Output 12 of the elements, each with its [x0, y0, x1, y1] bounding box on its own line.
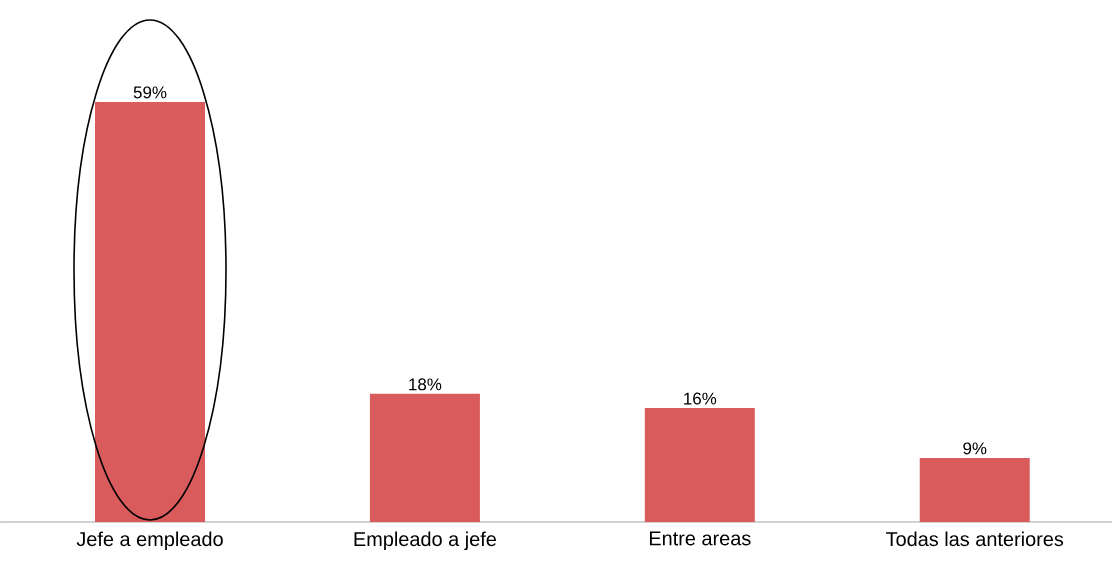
data-label: 16%: [684, 392, 717, 405]
bar: [919, 457, 1030, 522]
x-tick-label: Todas las anteriores: [886, 531, 1064, 547]
bar: [369, 393, 480, 522]
data-label: 59%: [133, 86, 167, 99]
data-label: 9%: [963, 442, 987, 455]
bar: [644, 408, 755, 522]
x-tick-label: Empleado a jefe: [354, 531, 496, 551]
data-label: 18%: [409, 378, 442, 391]
x-tick-label: Entre areas: [649, 531, 751, 546]
bar: [95, 101, 205, 522]
x-tick-label: Jefe a empleado: [76, 531, 223, 551]
